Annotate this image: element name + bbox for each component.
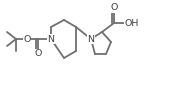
Text: O: O [23,34,31,44]
Text: N: N [47,34,55,44]
Text: O: O [110,3,118,13]
Text: N: N [87,34,95,44]
Text: O: O [34,49,42,59]
Text: OH: OH [125,18,139,28]
